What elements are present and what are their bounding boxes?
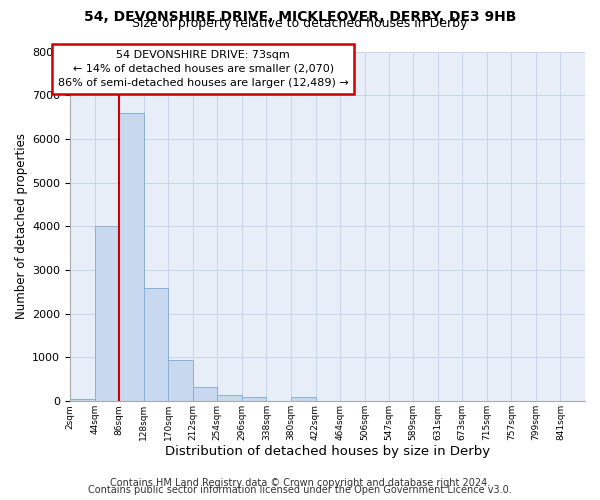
Bar — [217, 394, 242, 401]
Bar — [168, 360, 193, 401]
Text: 54, DEVONSHIRE DRIVE, MICKLEOVER, DERBY, DE3 9HB: 54, DEVONSHIRE DRIVE, MICKLEOVER, DERBY,… — [84, 10, 516, 24]
Bar — [143, 288, 168, 401]
Text: Size of property relative to detached houses in Derby: Size of property relative to detached ho… — [133, 18, 467, 30]
Bar — [119, 112, 143, 401]
Bar — [193, 387, 217, 401]
Bar — [70, 398, 95, 401]
Text: Contains public sector information licensed under the Open Government Licence v3: Contains public sector information licen… — [88, 485, 512, 495]
Bar — [242, 397, 266, 401]
Bar — [95, 226, 119, 401]
X-axis label: Distribution of detached houses by size in Derby: Distribution of detached houses by size … — [165, 444, 490, 458]
Text: Contains HM Land Registry data © Crown copyright and database right 2024.: Contains HM Land Registry data © Crown c… — [110, 478, 490, 488]
Text: 54 DEVONSHIRE DRIVE: 73sqm  
← 14% of detached houses are smaller (2,070)
86% of: 54 DEVONSHIRE DRIVE: 73sqm ← 14% of deta… — [58, 50, 349, 88]
Y-axis label: Number of detached properties: Number of detached properties — [15, 134, 28, 320]
Bar — [291, 397, 316, 401]
